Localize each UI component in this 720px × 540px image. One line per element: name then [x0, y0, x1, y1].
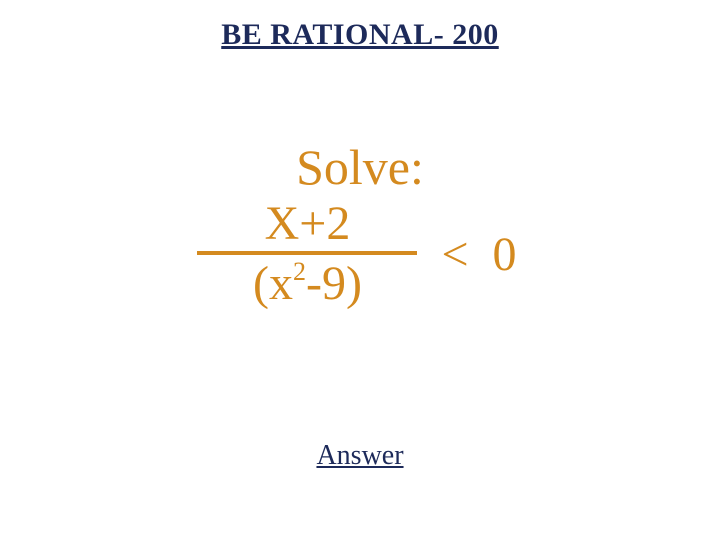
- question-content: Solve: X+2 (x2-9) < 0: [0, 140, 720, 310]
- answer-link[interactable]: Answer: [0, 440, 720, 472]
- solve-label: Solve:: [0, 140, 720, 195]
- inequality-sign: < 0: [441, 227, 522, 282]
- fraction: X+2 (x2-9): [197, 199, 417, 310]
- inequality-expression: X+2 (x2-9) < 0: [197, 199, 522, 310]
- denom-rest: -9): [306, 257, 362, 310]
- denom-exponent: 2: [293, 257, 306, 286]
- denom-open: (x: [253, 257, 293, 310]
- slide-title: BE RATIONAL- 200: [0, 18, 720, 52]
- slide: BE RATIONAL- 200 Solve: X+2 (x2-9) < 0 A…: [0, 0, 720, 540]
- fraction-numerator: X+2: [197, 199, 417, 255]
- fraction-denominator: (x2-9): [253, 255, 362, 309]
